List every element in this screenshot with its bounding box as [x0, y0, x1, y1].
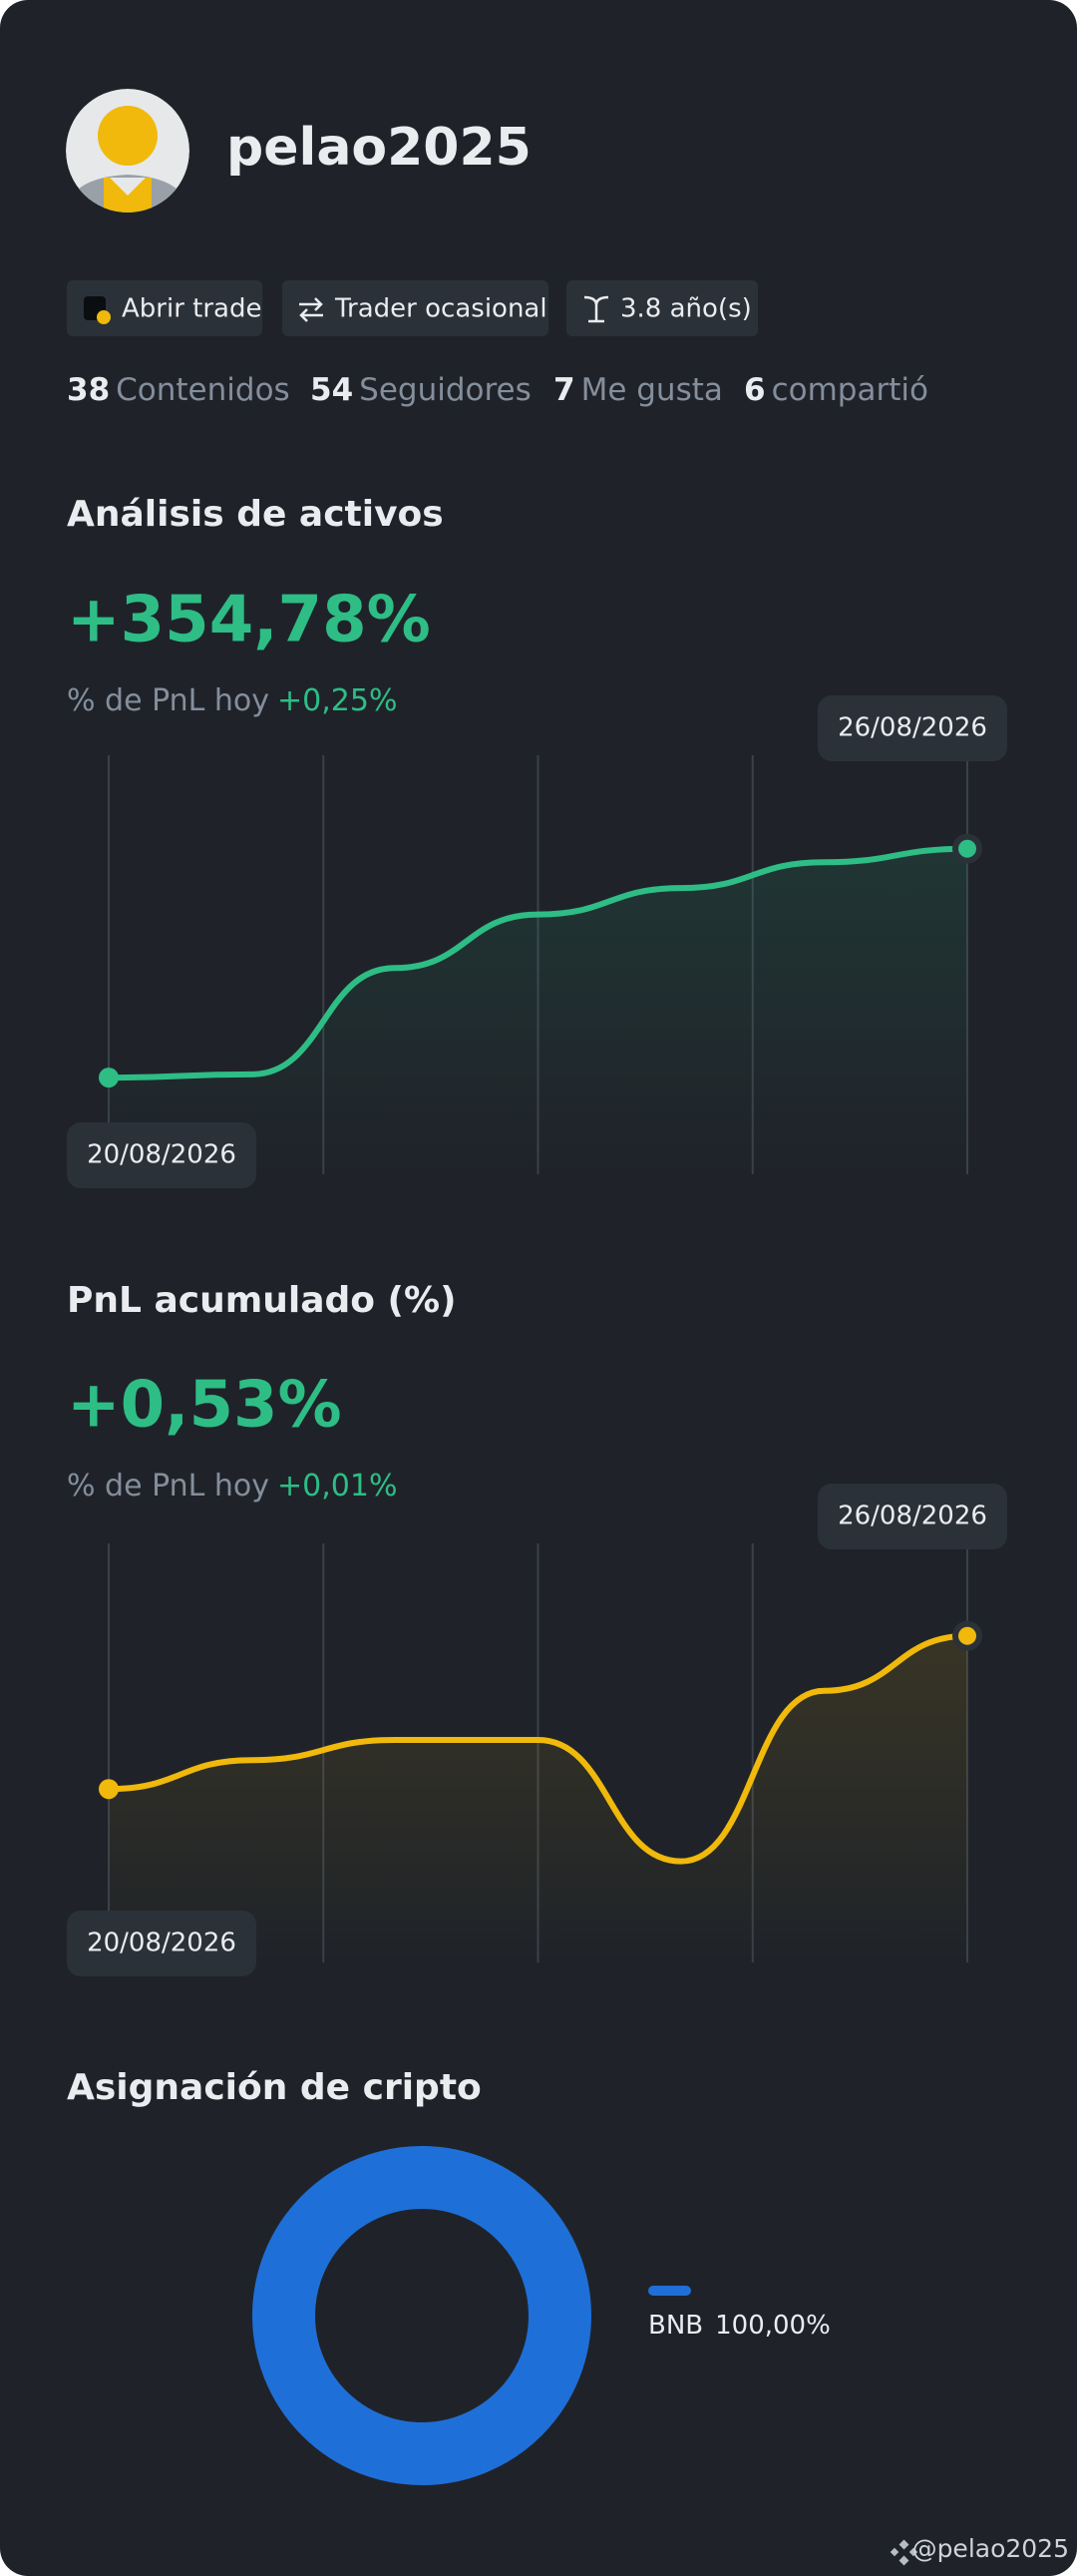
donut-segment [252, 2146, 591, 2485]
subtitle-value: +0,01% [277, 1469, 397, 1503]
badge[interactable]: Abrir trade [67, 280, 262, 336]
start-point [99, 1068, 119, 1088]
stat: 6 compartió [744, 372, 928, 408]
badge[interactable]: 3.8 año(s) [566, 280, 758, 336]
stat: 38 Contenidos [67, 372, 290, 408]
watermark: @pelao2025 [912, 2534, 1069, 2563]
stat-label: Seguidores [359, 372, 532, 408]
stat-value: 6 [744, 372, 766, 408]
headline-value: +0,53% [67, 1369, 342, 1443]
date-bubble [818, 1484, 1007, 1549]
stat-value: 38 [67, 372, 110, 408]
date-label: 20/08/2026 [87, 1140, 236, 1170]
end-point [958, 1626, 976, 1645]
badge[interactable]: Trader ocasional [282, 280, 548, 336]
end-point [958, 839, 976, 858]
date-label: 20/08/2026 [87, 1929, 236, 1958]
line [106, 845, 970, 1081]
area [109, 848, 967, 1174]
date-bubble [818, 695, 1007, 761]
badge-label: Abrir trade [122, 294, 261, 324]
subtitle: % de PnL hoy +0,01% [67, 1469, 397, 1503]
date-bubble [67, 1122, 256, 1188]
stat-label: compartió [772, 372, 928, 408]
stat-label: Contenidos [116, 372, 290, 408]
avatar [66, 89, 189, 213]
section-title: Asignación de cripto [67, 2067, 482, 2108]
subtitle-label: % de PnL hoy [67, 683, 269, 718]
username: pelao2025 [226, 118, 532, 178]
badge-label: 3.8 año(s) [620, 294, 752, 324]
date-label: 26/08/2026 [838, 713, 987, 743]
subtitle-value: +0,25% [277, 683, 397, 718]
section-title: PnL acumulado (%) [67, 1280, 457, 1321]
area [109, 1635, 967, 1962]
headline-value: +354,78% [67, 584, 431, 657]
legend-value: 100,00% [715, 2311, 831, 2341]
stat: 7 Me gusta [553, 372, 723, 408]
stat-label: Me gusta [581, 372, 723, 408]
legend-name: BNB [648, 2311, 703, 2341]
badge-label: Trader ocasional [334, 294, 547, 324]
date-label: 26/08/2026 [838, 1502, 987, 1531]
stat-value: 54 [310, 372, 353, 408]
subtitle-label: % de PnL hoy [67, 1469, 269, 1503]
stat: 54 Seguidores [310, 372, 532, 408]
legend-swatch [648, 2286, 691, 2296]
stat-value: 7 [553, 372, 575, 408]
section-title: Análisis de activos [67, 494, 444, 535]
date-bubble [67, 1911, 256, 1976]
start-point [99, 1779, 119, 1800]
watermark-logo [890, 2539, 918, 2566]
legend-label: BNB 100,00% [648, 2311, 831, 2341]
line [106, 1632, 970, 1865]
subtitle: % de PnL hoy +0,25% [67, 683, 397, 718]
